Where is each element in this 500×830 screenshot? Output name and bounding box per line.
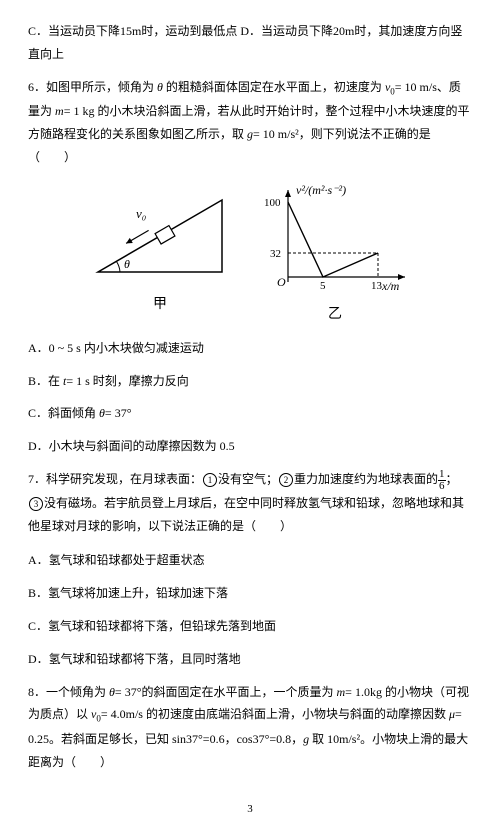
q5-optc-text: C．当运动员下降15m时，运动到最低点 D．当运动员下降20m时，其加速度方向竖… [28, 24, 462, 61]
graph-diagram: v²/(m²·s⁻²) x/m O 100 32 5 13 乙 [260, 182, 410, 328]
y-axis-label: v²/(m²·s⁻²) [296, 183, 346, 197]
q6-stem: 6．如图甲所示，倾角为 θ 的粗糙斜面体固定在水平面上，初速度为 v0= 10 … [28, 76, 472, 169]
x-tick-13: 13 [371, 280, 383, 292]
incline-caption: 甲 [90, 292, 230, 319]
y-tick-32: 32 [270, 248, 281, 260]
frac-d: 6 [438, 481, 446, 492]
data-line [288, 202, 378, 277]
graph-svg: v²/(m²·s⁻²) x/m O 100 32 5 13 [260, 182, 410, 292]
q8-a: 8．一个倾角为 [28, 685, 109, 699]
q6-diagrams: θ v₀ 甲 v²/(m²·s⁻²) x/m O 100 32 [28, 182, 472, 328]
y-axis-arrow [285, 190, 291, 197]
x-axis-label: x/m [381, 279, 400, 292]
frac-n: 1 [438, 469, 446, 481]
q7-stem-a: 7．科学研究发现，在月球表面： [28, 472, 202, 486]
q8-d: = 4.0m/s 的初速度由底端沿斜面上滑，小物块与斜面的动摩擦因数 [101, 707, 449, 721]
q6-opt-b: B．在 t= 1 s 时刻，摩擦力反向 [28, 370, 472, 393]
m-var: m [55, 104, 64, 118]
fraction-1-6: 16 [438, 469, 446, 492]
q6-opt-c-post: = 37° [105, 406, 132, 420]
q7-opt-d: D．氢气球和铅球都将下落，且同时落地 [28, 648, 472, 671]
q7-stem-b2p: ； [446, 472, 458, 486]
y-tick-100: 100 [264, 197, 281, 209]
q7-stem: 7．科学研究发现，在月球表面：1没有空气；2重力加速度约为地球表面的16；3没有… [28, 468, 472, 537]
q7-opt-a: A．氢气球和铅球都处于超重状态 [28, 549, 472, 572]
q6-opt-a: A．0 ~ 5 s 内小木块做匀减速运动 [28, 337, 472, 360]
q6-opt-b-post: = 1 s 时刻，摩擦力反向 [66, 374, 188, 388]
q7-stem-b1: 没有空气； [218, 472, 278, 486]
incline-svg: θ v₀ [90, 182, 230, 282]
incline-diagram: θ v₀ 甲 [90, 182, 230, 318]
q6-opt-c-pre: C．斜面倾角 [28, 406, 99, 420]
q6-opt-d: D．小木块与斜面间的动摩擦因数为 0.5 [28, 435, 472, 458]
origin-label: O [277, 275, 286, 289]
x-tick-5: 5 [320, 280, 326, 292]
q7-opt-c-text: C．氢气球和铅球都将下落，但铅球先落到地面 [28, 619, 276, 633]
v0-arrow-head [125, 238, 133, 246]
m-var-8: m [337, 685, 346, 699]
graph-caption: 乙 [260, 302, 410, 329]
q6-opt-a-text: A．0 ~ 5 s 内小木块做匀减速运动 [28, 341, 204, 355]
q6-opt-b-pre: B．在 [28, 374, 63, 388]
q6-opt-d-text: D．小木块与斜面间的动摩擦因数为 0.5 [28, 439, 235, 453]
g-var-8: g [303, 732, 309, 746]
angle-arc [117, 262, 121, 273]
circled-3: 3 [29, 497, 43, 511]
q7-opt-c: C．氢气球和铅球都将下落，但铅球先落到地面 [28, 615, 472, 638]
q7-opt-b-text: B．氢气球将加速上升，铅球加速下落 [28, 586, 228, 600]
q7-opt-d-text: D．氢气球和铅球都将下落，且同时落地 [28, 652, 241, 666]
circled-1: 1 [203, 473, 217, 487]
q7-opt-a-text: A．氢气球和铅球都处于超重状态 [28, 553, 205, 567]
q6-opt-c: C．斜面倾角 θ= 37° [28, 402, 472, 425]
q6-stem-b: 的粗糙斜面体固定在水平面上，初速度为 [163, 80, 385, 94]
v0-label: v₀ [136, 206, 146, 221]
q7-stem-b3: 没有磁场。若宇航员登上月球后，在空中同时释放氢气球和铅球，忽略地球和其他星球对月… [28, 496, 464, 533]
page-number: 3 [28, 799, 472, 820]
q8-b: = 37°的斜面固定在水平面上，一个质量为 [115, 685, 337, 699]
q5-options-cd: C．当运动员下降15m时，运动到最低点 D．当运动员下降20m时，其加速度方向竖… [28, 20, 472, 66]
q6-stem-a: 6．如图甲所示，倾角为 [28, 80, 157, 94]
q7-opt-b: B．氢气球将加速上升，铅球加速下落 [28, 582, 472, 605]
q7-stem-b2: 重力加速度约为地球表面的 [294, 472, 438, 486]
theta-label: θ [124, 257, 130, 271]
q8-stem: 8．一个倾角为 θ= 37°的斜面固定在水平面上，一个质量为 m= 1.0kg … [28, 681, 472, 774]
circled-2: 2 [279, 473, 293, 487]
